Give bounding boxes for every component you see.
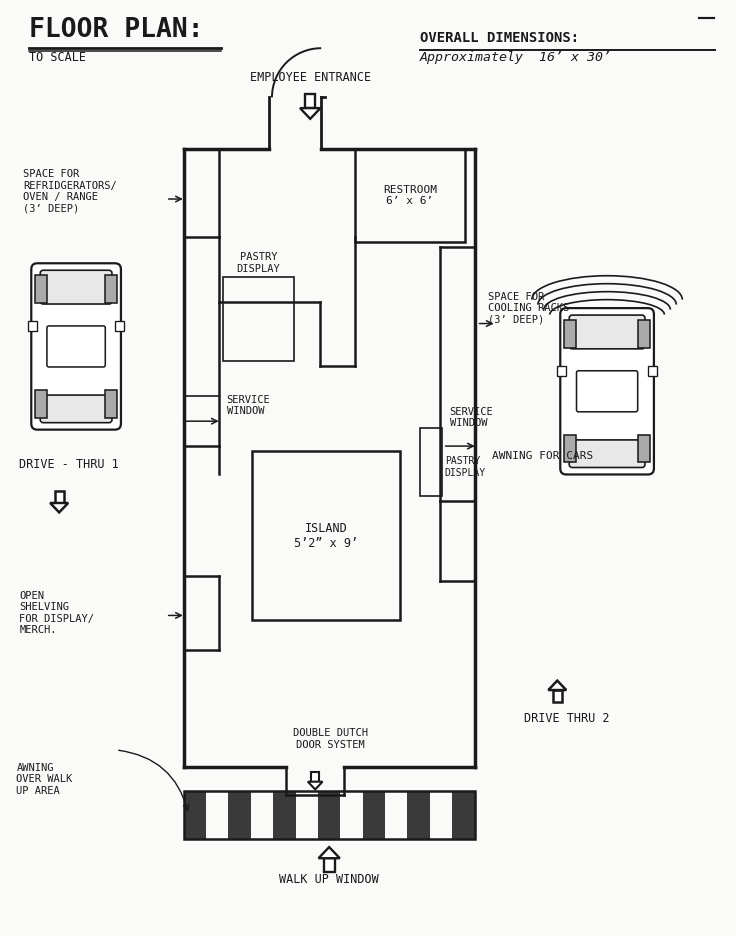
Text: EMPLOYEE ENTRANCE: EMPLOYEE ENTRANCE bbox=[250, 71, 371, 84]
Bar bbox=[340, 791, 363, 839]
Bar bbox=[318, 791, 340, 839]
Text: AWNING FOR CARS: AWNING FOR CARS bbox=[492, 451, 592, 461]
Bar bbox=[638, 320, 650, 348]
Bar bbox=[648, 366, 657, 376]
Text: Approximately  16’ x 30’: Approximately 16’ x 30’ bbox=[420, 51, 612, 64]
Polygon shape bbox=[50, 503, 68, 512]
Bar bbox=[311, 772, 319, 782]
Text: RESTROOM
6’ x 6’: RESTROOM 6’ x 6’ bbox=[383, 184, 437, 206]
FancyBboxPatch shape bbox=[40, 271, 112, 304]
Text: AWNING
OVER WALK
UP AREA: AWNING OVER WALK UP AREA bbox=[16, 763, 73, 797]
Text: SPACE FOR
REFRIDGERATORS/
OVEN / RANGE
(3’ DEEP): SPACE FOR REFRIDGERATORS/ OVEN / RANGE (… bbox=[24, 169, 117, 214]
Text: SERVICE
WINDOW: SERVICE WINDOW bbox=[450, 406, 493, 428]
Bar bbox=[565, 320, 576, 348]
Text: SERVICE
WINDOW: SERVICE WINDOW bbox=[227, 395, 270, 417]
Text: WALK UP WINDOW: WALK UP WINDOW bbox=[279, 873, 379, 886]
Bar bbox=[557, 366, 566, 376]
Bar bbox=[408, 791, 430, 839]
Bar bbox=[324, 858, 335, 872]
Bar bbox=[28, 321, 38, 331]
Bar bbox=[385, 791, 408, 839]
FancyBboxPatch shape bbox=[569, 440, 645, 467]
Text: DRIVE THRU 2: DRIVE THRU 2 bbox=[525, 712, 610, 725]
Text: ISLAND
5’2” x 9’: ISLAND 5’2” x 9’ bbox=[294, 521, 358, 549]
Bar bbox=[305, 95, 316, 109]
Bar bbox=[54, 490, 64, 503]
Bar bbox=[105, 275, 117, 303]
FancyBboxPatch shape bbox=[569, 315, 645, 349]
Polygon shape bbox=[319, 847, 340, 858]
Bar bbox=[565, 434, 576, 462]
Bar bbox=[228, 791, 251, 839]
Bar bbox=[430, 791, 452, 839]
Bar bbox=[638, 434, 650, 462]
Bar bbox=[553, 690, 562, 702]
Bar bbox=[206, 791, 228, 839]
Text: PASTRY
DISPLAY: PASTRY DISPLAY bbox=[236, 252, 280, 273]
Bar bbox=[184, 791, 206, 839]
Bar bbox=[105, 389, 117, 417]
Bar bbox=[296, 791, 318, 839]
Bar bbox=[355, 149, 464, 241]
Text: OPEN
SHELVING
FOR DISPLAY/
MERCH.: OPEN SHELVING FOR DISPLAY/ MERCH. bbox=[19, 591, 94, 636]
FancyBboxPatch shape bbox=[40, 395, 112, 423]
Text: FLOOR PLAN:: FLOOR PLAN: bbox=[29, 17, 204, 43]
Bar bbox=[251, 791, 273, 839]
Bar bbox=[420, 428, 442, 496]
Text: TO SCALE: TO SCALE bbox=[29, 51, 86, 64]
Text: SPACE FOR
COOLING RACKS
(3’ DEEP): SPACE FOR COOLING RACKS (3’ DEEP) bbox=[487, 292, 569, 325]
FancyBboxPatch shape bbox=[31, 263, 121, 430]
Bar bbox=[184, 791, 475, 839]
Bar bbox=[273, 791, 296, 839]
Bar bbox=[115, 321, 124, 331]
Text: DRIVE - THRU 1: DRIVE - THRU 1 bbox=[19, 458, 119, 471]
Text: OVERALL DIMENSIONS:: OVERALL DIMENSIONS: bbox=[420, 31, 579, 45]
FancyBboxPatch shape bbox=[560, 308, 654, 475]
Bar bbox=[363, 791, 385, 839]
Polygon shape bbox=[300, 109, 320, 119]
Bar bbox=[35, 275, 47, 303]
Polygon shape bbox=[548, 680, 566, 690]
Text: DOUBLE DUTCH
DOOR SYSTEM: DOUBLE DUTCH DOOR SYSTEM bbox=[293, 728, 368, 750]
Bar bbox=[452, 791, 475, 839]
Polygon shape bbox=[308, 782, 322, 789]
Bar bbox=[222, 277, 294, 361]
Bar bbox=[35, 389, 47, 417]
Bar bbox=[252, 451, 400, 621]
Text: PASTRY
DISPLAY: PASTRY DISPLAY bbox=[445, 456, 486, 477]
